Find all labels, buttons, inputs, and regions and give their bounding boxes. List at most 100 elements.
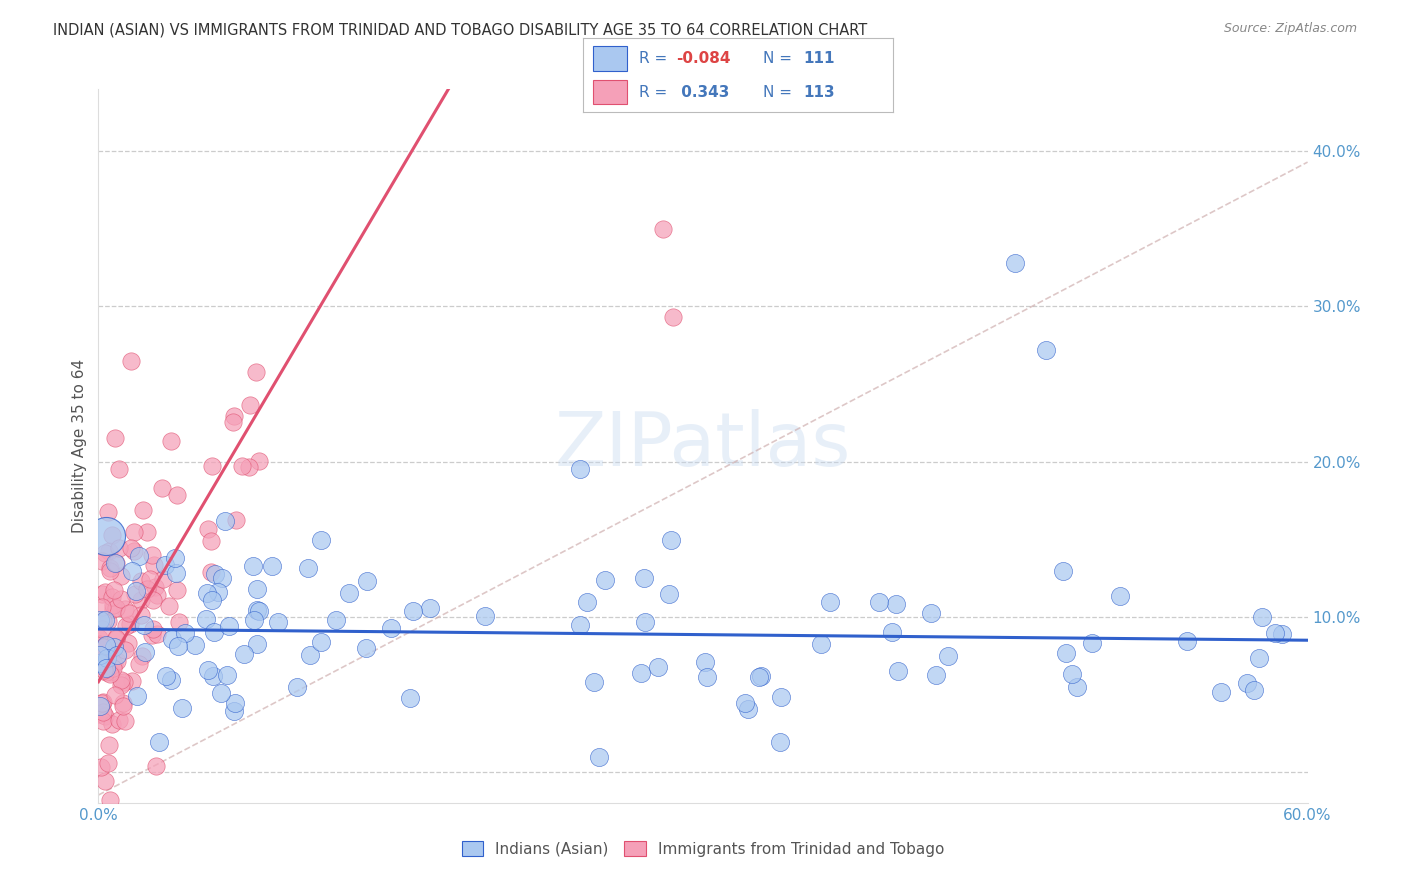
- Point: [118, 617, 141, 632]
- Point: [114, 714, 136, 728]
- Point: [103, 640, 125, 655]
- Point: [101, 528, 124, 542]
- Point: [647, 660, 669, 674]
- Point: [157, 599, 180, 613]
- Point: [167, 615, 190, 630]
- Point: [238, 459, 260, 474]
- Point: [94, 709, 117, 723]
- Point: [94, 773, 117, 788]
- Point: [97, 756, 120, 771]
- Point: [232, 647, 254, 661]
- Point: [97, 543, 120, 558]
- Point: [103, 688, 125, 702]
- Point: [132, 503, 155, 517]
- Point: [91, 642, 114, 657]
- Legend: Indians (Asian), Immigrants from Trinidad and Tobago: Indians (Asian), Immigrants from Trinida…: [456, 835, 950, 863]
- Point: [101, 661, 124, 675]
- Point: [97, 614, 120, 628]
- Point: [104, 632, 127, 647]
- Point: [224, 697, 246, 711]
- Point: [91, 640, 114, 654]
- Point: [1054, 646, 1077, 660]
- Point: [155, 669, 177, 683]
- Point: [160, 673, 183, 687]
- Point: [97, 505, 120, 519]
- Point: [634, 615, 657, 630]
- Point: [125, 689, 148, 703]
- Point: [94, 660, 117, 674]
- Text: Source: ZipAtlas.com: Source: ZipAtlas.com: [1223, 22, 1357, 36]
- Point: [209, 686, 232, 700]
- Point: [124, 587, 146, 601]
- Point: [166, 639, 188, 653]
- Point: [105, 648, 128, 662]
- Point: [588, 750, 610, 764]
- Point: [120, 353, 142, 368]
- Point: [110, 568, 132, 582]
- Point: [246, 582, 269, 596]
- Point: [325, 613, 347, 627]
- Point: [94, 639, 117, 653]
- Point: [89, 699, 111, 714]
- Point: [569, 617, 592, 632]
- Point: [630, 665, 652, 680]
- Point: [297, 561, 319, 575]
- Point: [122, 544, 145, 558]
- Point: [184, 638, 207, 652]
- Point: [160, 632, 183, 647]
- Point: [769, 735, 792, 749]
- Point: [98, 565, 121, 579]
- Point: [402, 604, 425, 618]
- Point: [93, 663, 115, 677]
- Point: [884, 597, 907, 611]
- Point: [222, 415, 245, 429]
- Point: [810, 637, 832, 651]
- Point: [1066, 680, 1088, 694]
- Text: R =: R =: [640, 51, 672, 66]
- Point: [105, 556, 128, 570]
- Point: [91, 622, 114, 636]
- Point: [129, 593, 152, 607]
- Point: [165, 566, 187, 580]
- Point: [245, 602, 267, 616]
- Point: [222, 704, 245, 718]
- Point: [98, 561, 121, 575]
- Point: [165, 551, 187, 566]
- Point: [172, 701, 194, 715]
- Point: [121, 673, 143, 688]
- Point: [89, 654, 111, 668]
- Point: [93, 545, 115, 559]
- Point: [938, 648, 960, 663]
- Point: [98, 793, 121, 807]
- Point: [93, 613, 115, 627]
- Point: [153, 558, 176, 572]
- Point: [89, 637, 111, 651]
- Bar: [593, 46, 627, 70]
- Point: [101, 599, 124, 613]
- Point: [1052, 565, 1074, 579]
- Point: [91, 554, 114, 568]
- Point: [693, 655, 716, 669]
- Point: [110, 678, 132, 692]
- Point: [104, 601, 127, 615]
- Point: [96, 529, 118, 543]
- Point: [103, 582, 125, 597]
- Point: [820, 595, 842, 609]
- Point: [118, 606, 141, 620]
- Point: [152, 572, 174, 586]
- Point: [770, 690, 793, 705]
- Point: [91, 705, 114, 719]
- Point: [89, 648, 111, 662]
- Point: [880, 625, 903, 640]
- Point: [128, 549, 150, 563]
- Point: [89, 631, 111, 645]
- Point: [1035, 343, 1057, 357]
- Point: [100, 665, 122, 680]
- Point: [337, 586, 360, 600]
- Point: [245, 365, 267, 379]
- Point: [91, 714, 114, 728]
- Point: [110, 673, 132, 687]
- Y-axis label: Disability Age 35 to 64: Disability Age 35 to 64: [72, 359, 87, 533]
- Point: [166, 488, 188, 502]
- Point: [129, 608, 152, 623]
